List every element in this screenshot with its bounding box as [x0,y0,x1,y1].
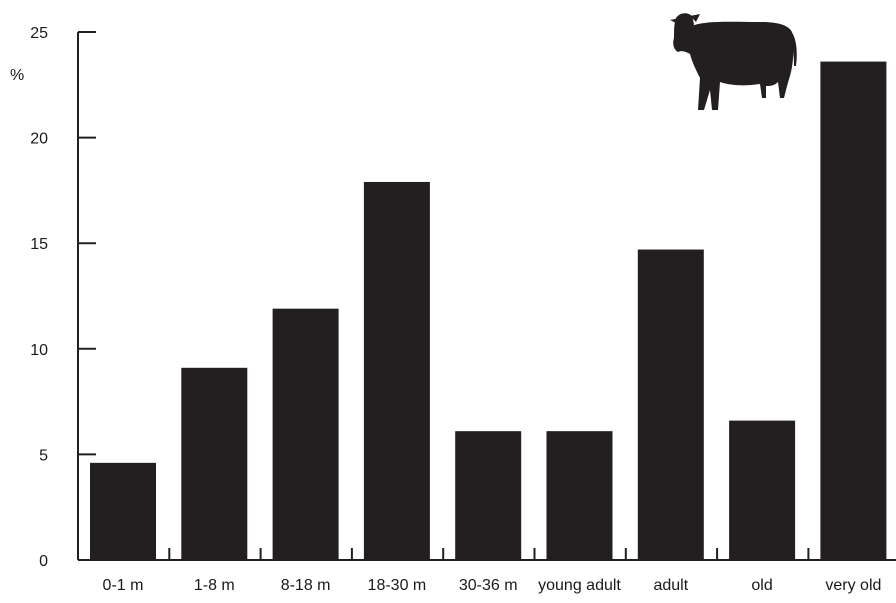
bar [546,431,613,560]
y-tick-label: 10 [30,342,48,359]
bar [181,367,248,560]
bar [272,308,339,560]
x-tick-label: 30-36 m [459,577,518,594]
y-axis-ticks: 0 5 10 15 20 25 [30,25,96,570]
y-tick-label: 0 [39,553,48,570]
x-tick-label: 18-30 m [368,577,427,594]
cow-silhouette-icon [670,13,797,110]
y-tick-label: 20 [30,131,48,148]
bar [729,420,796,560]
x-tick-label: old [751,577,772,594]
x-tick-label: young adult [538,577,621,594]
bar [363,181,430,560]
bar [90,462,156,560]
bar [455,431,522,560]
y-tick-label: 5 [39,447,48,464]
bar [820,61,887,561]
y-axis-unit-label: % [10,67,24,84]
x-tick-label: very old [825,577,881,594]
x-tick-label: 8-18 m [281,577,331,594]
bar [637,249,704,560]
x-tick-label: 1-8 m [194,577,235,594]
y-tick-label: 25 [30,25,48,42]
y-tick-label: 15 [30,236,48,253]
x-tick-label: adult [653,577,688,594]
bars [90,61,887,561]
x-axis-ticks: 0-1 m 1-8 m 8-18 m 18-30 m 30-36 m young adul… [103,548,881,594]
x-tick-label: 0-1 m [103,577,144,594]
